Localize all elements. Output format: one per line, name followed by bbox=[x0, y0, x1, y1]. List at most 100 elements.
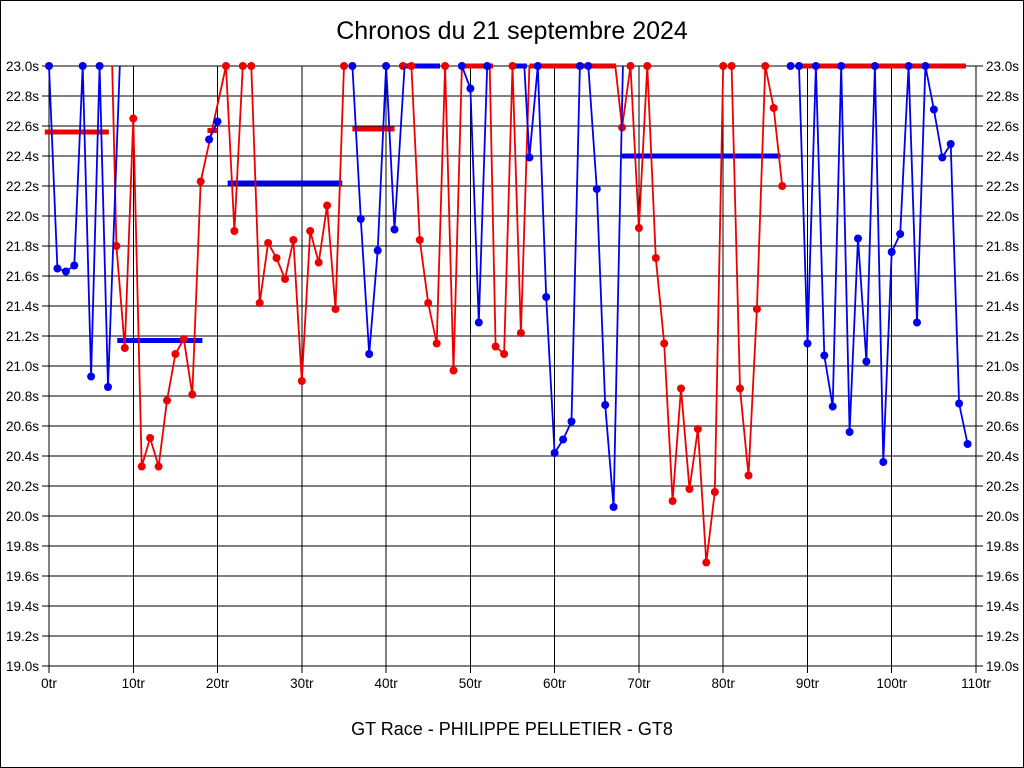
driver-red-laps-line bbox=[614, 65, 784, 564]
y-tick-label-right: 20.8s bbox=[986, 389, 1019, 404]
driver-red-laps-point bbox=[112, 242, 121, 250]
driver-red-laps-point bbox=[651, 254, 660, 262]
x-tick-label: 40tr bbox=[374, 676, 398, 691]
driver-blue-laps-point bbox=[104, 383, 112, 391]
driver-blue-laps-point bbox=[786, 62, 795, 70]
driver-blue-laps-point bbox=[879, 458, 888, 466]
driver-red-laps-point bbox=[660, 339, 669, 348]
driver-red-laps-point bbox=[449, 366, 458, 375]
driver-blue-laps-point bbox=[854, 234, 862, 243]
driver-blue-laps-point bbox=[78, 62, 87, 70]
driver-red-laps-point bbox=[491, 342, 500, 351]
driver-red-laps-point bbox=[424, 299, 433, 307]
driver-red-laps-point bbox=[719, 62, 728, 70]
driver-red-laps-line bbox=[402, 65, 463, 372]
y-tick-label-left: 19.2s bbox=[6, 629, 39, 644]
y-tick-label-right: 21.6s bbox=[986, 269, 1019, 284]
driver-red-laps-point bbox=[163, 396, 171, 405]
driver-blue-laps-point bbox=[592, 185, 601, 193]
driver-blue-laps-point bbox=[837, 62, 846, 70]
x-tick-label: 70tr bbox=[627, 676, 651, 691]
driver-blue-laps-point bbox=[390, 225, 399, 234]
driver-red-laps-point bbox=[500, 350, 509, 358]
driver-red-laps-point bbox=[407, 62, 416, 70]
driver-blue-laps-point bbox=[525, 153, 534, 162]
driver-red-laps-point bbox=[441, 62, 450, 70]
y-tick-label-right: 19.0s bbox=[986, 659, 1019, 674]
driver-red-laps-point bbox=[727, 62, 736, 70]
y-tick-label-left: 22.8s bbox=[6, 89, 39, 104]
driver-blue-laps-point bbox=[921, 62, 930, 70]
driver-blue-laps-point bbox=[466, 84, 475, 93]
chart-footer: GT Race - PHILIPPE PELLETIER - GT8 bbox=[351, 719, 673, 739]
y-tick-label-right: 23.0s bbox=[986, 59, 1019, 74]
driver-blue-laps-line bbox=[48, 65, 121, 388]
driver-red-laps-point bbox=[323, 201, 332, 210]
driver-blue-laps-point bbox=[929, 105, 938, 114]
driver-blue-laps-point bbox=[575, 62, 584, 70]
driver-red-laps-point bbox=[693, 425, 702, 433]
x-tick-label: 30tr bbox=[290, 676, 314, 691]
y-tick-label-right: 22.4s bbox=[986, 149, 1019, 164]
driver-red-laps-point bbox=[643, 62, 652, 70]
y-tick-label-left: 20.0s bbox=[6, 509, 39, 524]
y-tick-label-left: 21.0s bbox=[6, 359, 39, 374]
driver-red-laps-point bbox=[230, 227, 239, 235]
driver-blue-laps-point bbox=[213, 117, 222, 126]
driver-red-laps-point bbox=[331, 305, 340, 313]
driver-blue-laps-line bbox=[461, 65, 489, 324]
driver-red-laps-point bbox=[222, 62, 230, 70]
driver-red-laps-point bbox=[272, 254, 281, 262]
driver-blue-laps-point bbox=[95, 62, 104, 70]
driver-red-laps-point bbox=[685, 485, 694, 493]
driver-red-laps-point bbox=[238, 62, 247, 70]
driver-blue-laps-point bbox=[811, 62, 820, 70]
y-tick-label-right: 20.0s bbox=[986, 509, 1019, 524]
y-tick-label-left: 20.4s bbox=[6, 449, 39, 464]
driver-blue-laps-point bbox=[955, 399, 964, 408]
driver-blue-laps-point bbox=[61, 267, 70, 276]
y-tick-label-left: 19.6s bbox=[6, 569, 39, 584]
chart-title: Chronos du 21 septembre 2024 bbox=[336, 17, 688, 45]
driver-blue-laps-point bbox=[87, 372, 96, 381]
driver-blue-laps-point bbox=[946, 140, 955, 148]
y-tick-label-right: 21.4s bbox=[986, 299, 1019, 314]
y-tick-label-left: 22.0s bbox=[6, 209, 39, 224]
driver-red-laps-point bbox=[702, 558, 711, 567]
driver-blue-laps-point bbox=[601, 401, 610, 409]
y-tick-label-left: 20.8s bbox=[6, 389, 39, 404]
driver-blue-laps-point bbox=[567, 417, 576, 426]
driver-blue-laps-point bbox=[45, 62, 53, 70]
driver-red-laps-point bbox=[761, 62, 770, 70]
driver-red-laps-point bbox=[415, 236, 424, 244]
y-tick-label-left: 22.4s bbox=[6, 149, 39, 164]
y-tick-label-right: 22.2s bbox=[986, 179, 1019, 194]
x-tick-label: 10tr bbox=[122, 676, 146, 691]
driver-red-laps-point bbox=[677, 384, 685, 393]
y-tick-label-left: 19.4s bbox=[6, 599, 39, 614]
driver-blue-laps-point bbox=[205, 135, 214, 144]
y-tick-label-left: 21.6s bbox=[6, 269, 39, 284]
driver-red-laps-point bbox=[668, 497, 677, 505]
driver-red-laps-point bbox=[752, 305, 761, 313]
driver-blue-laps-point bbox=[963, 440, 972, 448]
driver-red-laps-point bbox=[314, 258, 323, 267]
driver-blue-laps-point bbox=[795, 62, 803, 70]
driver-red-laps-point bbox=[120, 344, 129, 352]
driver-red-laps-point bbox=[634, 224, 643, 232]
y-tick-label-right: 20.4s bbox=[986, 449, 1019, 464]
driver-red-laps-point bbox=[778, 182, 787, 190]
driver-blue-laps-point bbox=[887, 248, 896, 256]
y-tick-label-left: 20.6s bbox=[6, 419, 39, 434]
x-tick-label: 60tr bbox=[543, 676, 567, 691]
y-tick-label-left: 19.8s bbox=[6, 539, 39, 554]
x-tick-label: 0tr bbox=[41, 676, 57, 691]
driver-blue-laps-point bbox=[365, 350, 374, 358]
driver-blue-laps-point bbox=[870, 62, 879, 70]
y-tick-label-right: 21.0s bbox=[986, 359, 1019, 374]
driver-red-laps-point bbox=[432, 339, 441, 348]
y-tick-label-left: 21.8s bbox=[6, 239, 39, 254]
driver-blue-laps-point bbox=[803, 339, 812, 348]
driver-red-laps-point bbox=[146, 434, 155, 442]
